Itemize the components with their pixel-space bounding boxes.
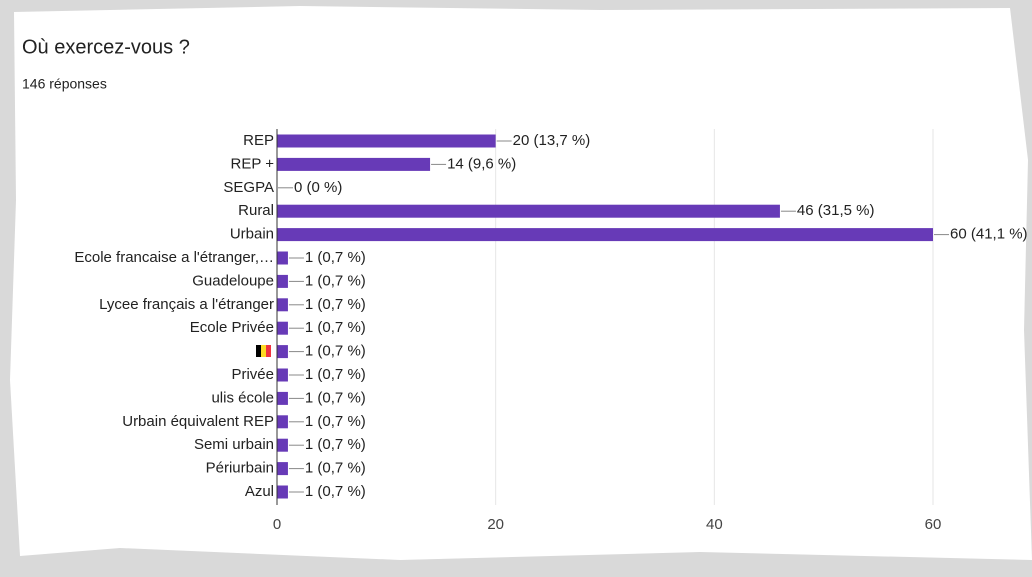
value-label: 1 (0,7 %) bbox=[305, 319, 366, 336]
value-label: 14 (9,6 %) bbox=[447, 155, 516, 172]
bar bbox=[277, 485, 288, 499]
bar bbox=[277, 438, 288, 452]
value-label: 1 (0,7 %) bbox=[305, 460, 366, 477]
y-tick-label: Rural bbox=[238, 202, 274, 219]
value-label: 1 (0,7 %) bbox=[305, 249, 366, 266]
value-label: 0 (0 %) bbox=[294, 179, 342, 196]
value-label: 1 (0,7 %) bbox=[305, 483, 366, 500]
y-tick-label: ulis école bbox=[211, 389, 274, 406]
y-tick-label: Ecole Privée bbox=[190, 319, 274, 336]
y-tick-label: Privée bbox=[231, 366, 274, 383]
y-tick-label: Azul bbox=[245, 483, 274, 500]
value-label: 60 (41,1 %) bbox=[950, 226, 1028, 243]
x-tick-label: 20 bbox=[487, 516, 504, 533]
bar bbox=[277, 134, 496, 148]
bar bbox=[277, 462, 288, 476]
value-label: 1 (0,7 %) bbox=[305, 366, 366, 383]
value-label: 46 (31,5 %) bbox=[797, 202, 875, 219]
y-tick-label: Lycee français a l'étranger bbox=[99, 296, 274, 313]
y-tick-label: REP bbox=[243, 132, 274, 149]
bar bbox=[277, 298, 288, 312]
y-tick-label: SEGPA bbox=[223, 179, 274, 196]
bar bbox=[277, 345, 288, 359]
chart-title: Où exercez-vous ? bbox=[22, 36, 190, 58]
bar bbox=[277, 204, 780, 218]
flag-icon bbox=[256, 345, 271, 357]
x-tick-label: 40 bbox=[706, 516, 723, 533]
y-tick-label: Urbain équivalent REP bbox=[122, 413, 274, 430]
y-tick-label: Semi urbain bbox=[194, 436, 274, 453]
x-tick-label: 0 bbox=[273, 516, 281, 533]
y-tick-label: Ecole francaise a l'étranger,… bbox=[74, 249, 274, 266]
bar bbox=[277, 368, 288, 382]
value-label: 1 (0,7 %) bbox=[305, 436, 366, 453]
value-label: 1 (0,7 %) bbox=[305, 413, 366, 430]
bar bbox=[277, 251, 288, 265]
value-label: 1 (0,7 %) bbox=[305, 296, 366, 313]
bar bbox=[277, 391, 288, 405]
paper bbox=[10, 6, 1032, 560]
value-label: 1 (0,7 %) bbox=[305, 272, 366, 289]
value-label: 20 (13,7 %) bbox=[513, 132, 591, 149]
y-tick-label: Guadeloupe bbox=[192, 272, 274, 289]
subtitle: 146 réponses bbox=[22, 76, 107, 92]
value-label: 1 (0,7 %) bbox=[305, 389, 366, 406]
bar bbox=[277, 157, 431, 171]
x-tick-label: 60 bbox=[925, 516, 942, 533]
y-tick-label: Urbain bbox=[230, 226, 274, 243]
value-label: 1 (0,7 %) bbox=[305, 343, 366, 360]
bar bbox=[277, 274, 288, 288]
bar bbox=[277, 415, 288, 429]
y-tick-label: REP + bbox=[231, 155, 275, 172]
bar bbox=[277, 228, 933, 242]
y-tick-label: Périurbain bbox=[206, 460, 274, 477]
bar bbox=[277, 321, 288, 335]
